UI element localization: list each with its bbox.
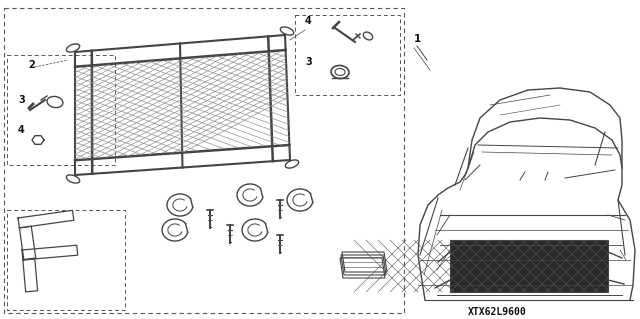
Bar	[7, 210, 125, 310]
Text: 4: 4	[305, 16, 312, 26]
Bar	[295, 15, 400, 95]
Text: 2: 2	[28, 60, 35, 70]
Bar	[450, 240, 608, 292]
Text: 4: 4	[18, 125, 25, 135]
Text: 3: 3	[305, 57, 312, 67]
Text: 1: 1	[414, 34, 421, 44]
Bar	[4, 8, 404, 313]
Bar	[7, 55, 115, 165]
Text: 3: 3	[18, 95, 25, 105]
Text: XTX62L9600: XTX62L9600	[468, 307, 526, 317]
